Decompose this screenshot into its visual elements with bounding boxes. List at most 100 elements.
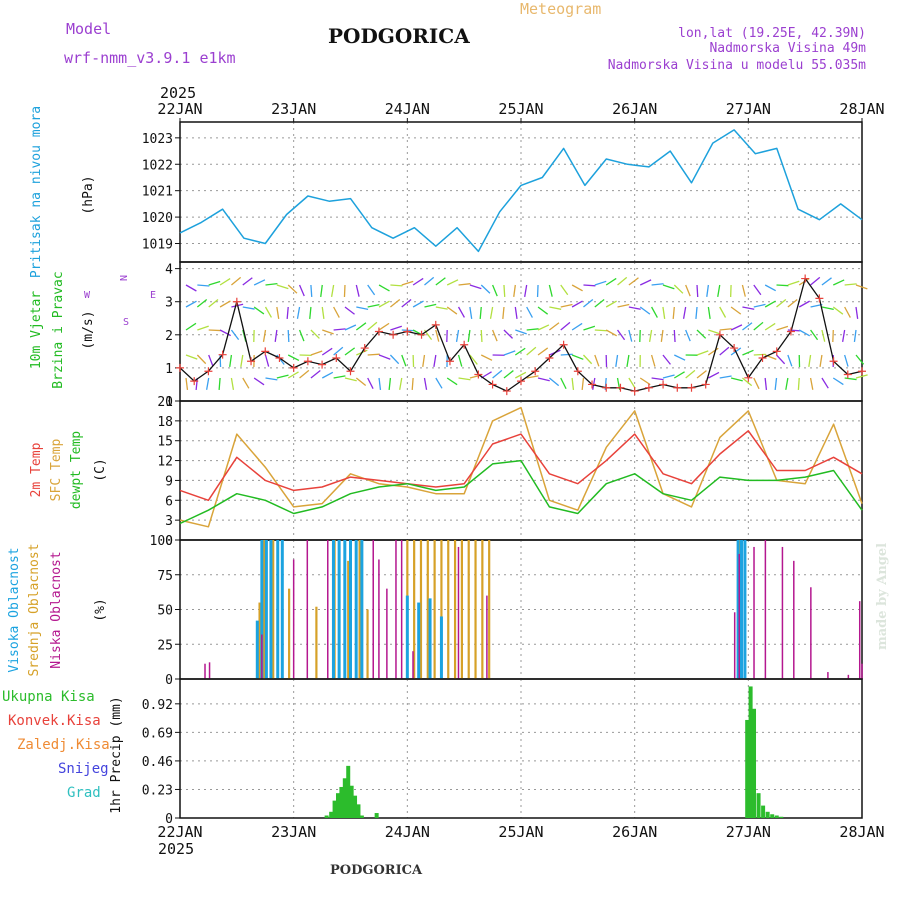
wind-arrow [333,306,340,318]
wind-arrow [467,329,471,342]
wind-arrow [719,375,732,379]
wind-speed-marker [858,367,866,376]
wind-arrow [480,284,491,294]
precip-bar [332,800,337,818]
wind-arrow [639,377,651,386]
wind-arrow [333,346,344,356]
wind-arrow [196,354,207,365]
wind-speed-marker [573,367,582,376]
wind-arrow [310,329,320,339]
temp-ytick-label: 18 [157,415,173,430]
precip-bar [745,719,750,818]
x-tick-top-label: 23JAN [271,100,316,118]
wind-arrow [424,276,435,286]
cloud-high-bar [337,540,341,679]
wind-arrow [787,298,798,308]
wind-speed-marker [346,367,355,376]
precip-bar [748,686,753,818]
wind-arrow [537,324,550,331]
pressure-ylabel: Pritisak na nivou mora [29,106,44,278]
wind-arrow [821,306,834,310]
wind-arrow [582,354,593,365]
wind-arrow [195,377,199,391]
cloud-high-bar [740,540,744,679]
cloud-mid-bar [467,540,470,679]
wind-arrow [696,370,707,379]
wind-arrow [469,354,478,365]
cloud-low-bar [858,601,861,679]
wind-arrow [571,377,575,390]
wind-arrow [764,322,776,331]
wind-arrow [776,284,789,287]
wind-arrow [764,300,776,308]
wind-arrow [548,322,560,331]
wind-arrow [719,328,732,331]
wind-arrow [696,329,707,339]
wind-arrow [411,377,414,391]
cloud-low-bar [400,540,403,679]
precip-bar [324,815,329,818]
precip-bar [770,814,775,818]
wind-arrow [628,277,639,286]
wind-speed-marker [247,357,256,366]
wind-arrow [560,377,567,390]
cloud-low-bar [793,560,795,679]
wind-arrow [628,306,641,310]
wind-speed-marker [786,327,795,336]
wind-arrow [218,377,221,391]
wind-arrow [208,298,219,308]
precip-label-total: Ukupna Kisa [2,689,95,705]
wind-arrow [764,377,768,391]
x-tick-top-label: 27JAN [726,100,771,118]
wind-arrow [287,329,290,343]
x-tick-top-label: 26JAN [612,100,657,118]
cloud-mid-bar [488,540,491,679]
wind-speed-marker [176,363,184,372]
cloud-low-bar [457,546,460,679]
wind-speed-marker [829,357,838,366]
temp-ytick-label: 21 [157,395,173,410]
wind-arrow [594,329,607,332]
precip-ytick-label: 0 [165,812,173,827]
wind-arrow [230,377,235,390]
wind-arrow [367,321,378,331]
wind-arrow [571,354,584,360]
temp-ytick-label: 3 [165,514,173,529]
model-label: Model [66,20,111,38]
precip-bar [339,786,344,818]
precip-bar [374,813,379,818]
wind-arrow [515,329,527,335]
cloud-mid-bar [258,602,261,679]
model-value: wrf-nmm_v3.9.1 e1km [64,49,236,67]
wind-arrow [401,298,412,308]
precip-bar [774,815,779,818]
temp-units: (C) [93,458,108,481]
wind-arrow [571,322,583,331]
x-tick-bottom-label: 23JAN [271,823,316,841]
wind-arrow [650,354,656,367]
wind-arrow [253,377,265,386]
wind-speed-marker [545,353,554,362]
precip-label-snow: Snijeg [58,761,109,777]
wind-speed-marker [289,363,298,372]
wind-arrow [321,371,334,379]
wind-arrow [719,346,730,356]
wind-ytick-label: 1 [165,362,173,377]
wind-arrow [708,371,720,379]
cloud-low-bar [733,612,736,679]
wind-arrow [742,377,753,387]
wind-arrow [513,284,516,297]
wind-arrow [412,277,424,286]
wind-arrow [333,328,346,331]
wind-arrow [526,328,539,331]
cloud-high-bar [405,595,409,679]
wind-arrow [219,277,231,286]
wind-arrow [355,377,367,387]
wind-arrow [616,329,626,341]
wind-arrow [764,284,777,292]
wind-arrow [785,377,789,390]
wind-arrow [560,303,573,308]
cloud-low-bar [861,663,863,679]
wind-arrow [457,354,463,367]
wind-arrow [707,306,711,319]
